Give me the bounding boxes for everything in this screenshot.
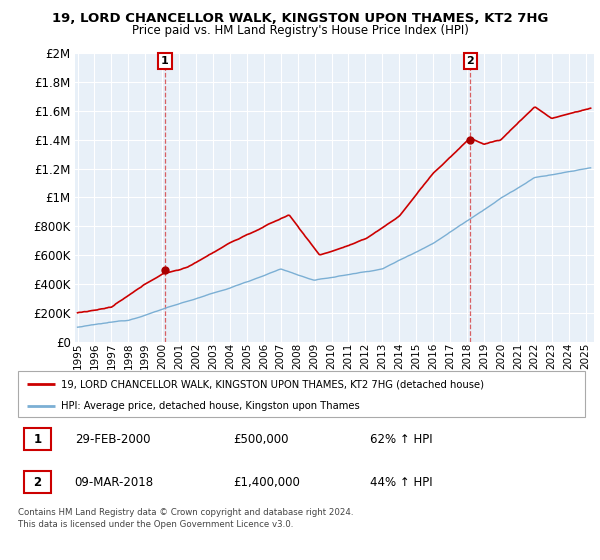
- Text: 1: 1: [161, 56, 169, 66]
- Text: Price paid vs. HM Land Registry's House Price Index (HPI): Price paid vs. HM Land Registry's House …: [131, 24, 469, 37]
- FancyBboxPatch shape: [23, 471, 51, 493]
- FancyBboxPatch shape: [23, 428, 51, 450]
- Text: £500,000: £500,000: [233, 433, 289, 446]
- Text: This data is licensed under the Open Government Licence v3.0.: This data is licensed under the Open Gov…: [18, 520, 293, 529]
- FancyBboxPatch shape: [18, 371, 585, 417]
- Text: 2: 2: [33, 475, 41, 489]
- Text: 44% ↑ HPI: 44% ↑ HPI: [370, 475, 432, 489]
- Text: £1,400,000: £1,400,000: [233, 475, 301, 489]
- Text: 62% ↑ HPI: 62% ↑ HPI: [370, 433, 432, 446]
- Text: 09-MAR-2018: 09-MAR-2018: [75, 475, 154, 489]
- Text: 1: 1: [33, 433, 41, 446]
- Text: 2: 2: [466, 56, 474, 66]
- Text: 19, LORD CHANCELLOR WALK, KINGSTON UPON THAMES, KT2 7HG: 19, LORD CHANCELLOR WALK, KINGSTON UPON …: [52, 12, 548, 25]
- Text: 19, LORD CHANCELLOR WALK, KINGSTON UPON THAMES, KT2 7HG (detached house): 19, LORD CHANCELLOR WALK, KINGSTON UPON …: [61, 379, 484, 389]
- Text: 29-FEB-2000: 29-FEB-2000: [75, 433, 150, 446]
- Text: Contains HM Land Registry data © Crown copyright and database right 2024.: Contains HM Land Registry data © Crown c…: [18, 508, 353, 517]
- Text: HPI: Average price, detached house, Kingston upon Thames: HPI: Average price, detached house, King…: [61, 401, 359, 411]
